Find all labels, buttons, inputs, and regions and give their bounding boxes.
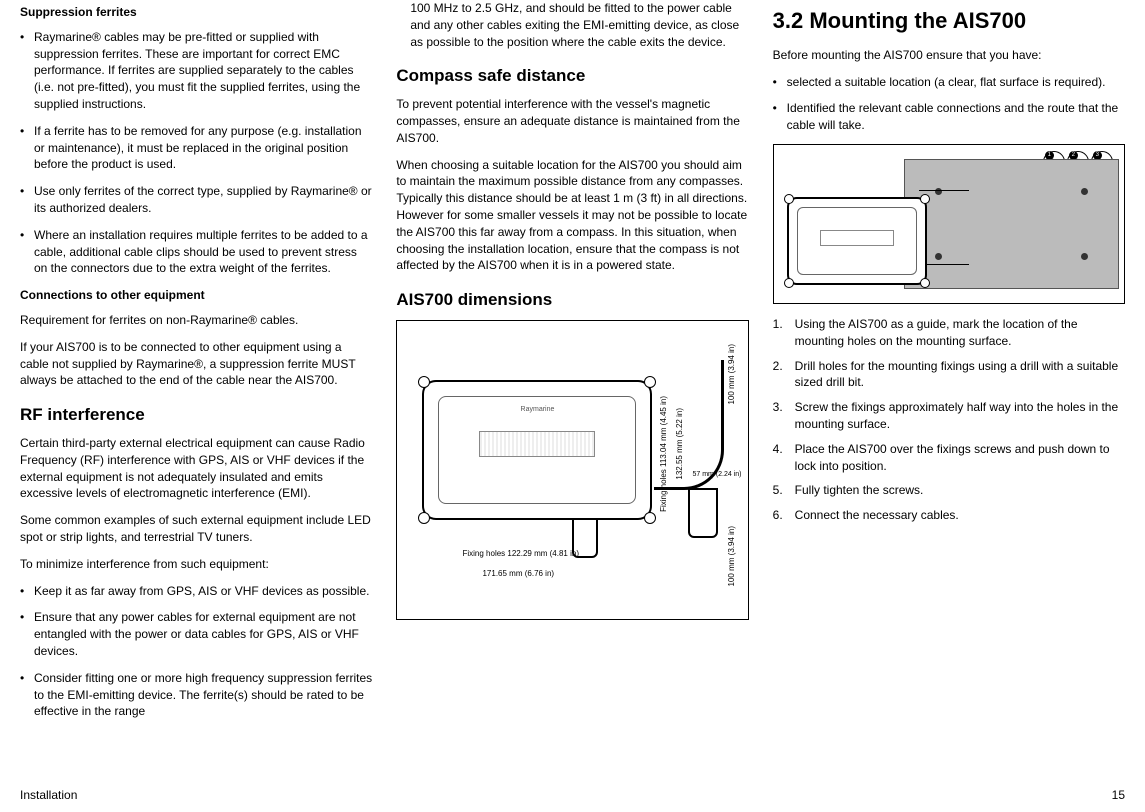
paragraph: Some common examples of such external eq… [20, 512, 372, 546]
figure-dimensions: Raymarine Fixing holes 122.29 mm (4.81 i… [396, 320, 748, 620]
wall-surface [904, 159, 1119, 289]
heading-compass: Compass safe distance [396, 64, 748, 88]
list-item: Screw the fixings approximately half way… [773, 399, 1125, 433]
device-screen [820, 230, 894, 246]
list-item: Fully tighten the screws. [773, 482, 1125, 499]
list-item: Identified the relevant cable connection… [773, 100, 1125, 134]
heading-dimensions: AIS700 dimensions [396, 288, 748, 312]
cable-connector-icon [688, 488, 718, 538]
wall-hole-icon [1081, 253, 1088, 260]
dim-label: 171.65 mm (6.76 in) [482, 568, 554, 579]
list-item: Use only ferrites of the correct type, s… [20, 183, 372, 217]
list-item: Consider fitting one or more high freque… [20, 670, 372, 720]
brand-label: Raymarine [439, 405, 635, 415]
mounting-diagram: 1✎ 2⚙ 3↓ [779, 149, 1119, 299]
list-item: Connect the necessary cables. [773, 507, 1125, 524]
list-item: Drill holes for the mounting fixings usi… [773, 358, 1125, 392]
footer-section: Installation [20, 787, 77, 804]
mount-hole-icon [784, 278, 794, 288]
device-outline [787, 197, 927, 285]
figure-mounting: 1✎ 2⚙ 3↓ [773, 144, 1125, 304]
dim-label: 100 mm (3.94 in) [726, 526, 737, 586]
page-footer: Installation 15 [20, 787, 1125, 804]
mount-hole-icon [920, 278, 930, 288]
list-suppression: Raymarine® cables may be pre-fitted or s… [20, 29, 372, 277]
wall-hole-icon [1081, 188, 1088, 195]
heading-rf-interference: RF interference [20, 403, 372, 427]
dim-label: 132.55 mm (5.22 in) [674, 408, 685, 480]
page-number: 15 [1112, 787, 1125, 804]
mount-hole-icon [920, 194, 930, 204]
mount-hole-icon [418, 376, 430, 388]
list-item: Place the AIS700 over the fixings screws… [773, 441, 1125, 475]
paragraph: When choosing a suitable location for th… [396, 157, 748, 275]
dim-label: Fixing holes 122.29 mm (4.81 in) [462, 548, 579, 559]
dim-label: 57 mm (2.24 in) [692, 470, 741, 480]
list-mounting-steps: Using the AIS700 as a guide, mark the lo… [773, 316, 1125, 524]
device-outline: Raymarine [422, 380, 652, 520]
list-item: selected a suitable location (a clear, f… [773, 74, 1125, 91]
list-rf: Keep it as far away from GPS, AIS or VHF… [20, 583, 372, 721]
screw-line-icon [919, 190, 969, 192]
list-item: Using the AIS700 as a guide, mark the lo… [773, 316, 1125, 350]
dim-label: Fixing holes 113.04 mm (4.45 in) [658, 396, 669, 512]
paragraph: If your AIS700 is to be connected to oth… [20, 339, 372, 389]
paragraph: To prevent potential interference with t… [396, 96, 748, 146]
mount-hole-icon [644, 512, 656, 524]
list-item: Ensure that any power cables for externa… [20, 609, 372, 659]
mount-hole-icon [784, 194, 794, 204]
device-screen [479, 431, 595, 457]
dim-label: 100 mm (3.94 in) [726, 344, 737, 404]
paragraph: To minimize interference from such equip… [20, 556, 372, 573]
list-item: Where an installation requires multiple … [20, 227, 372, 277]
paragraph: Certain third-party external electrical … [20, 435, 372, 502]
mount-hole-icon [418, 512, 430, 524]
list-mounting-prereq: selected a suitable location (a clear, f… [773, 74, 1125, 134]
column-2: 100 MHz to 2.5 GHz, and should be fitted… [396, 0, 748, 770]
list-item: Raymarine® cables may be pre-fitted or s… [20, 29, 372, 113]
device-inner [797, 207, 917, 275]
heading-connections: Connections to other equipment [20, 287, 372, 304]
column-1: Suppression ferrites Raymarine® cables m… [20, 0, 372, 770]
paragraph: Requirement for ferrites on non-Raymarin… [20, 312, 372, 329]
device-inner: Raymarine [438, 396, 636, 504]
column-3: 3.2 Mounting the AIS700 Before mounting … [773, 0, 1125, 770]
list-item: Keep it as far away from GPS, AIS or VHF… [20, 583, 372, 600]
paragraph: Before mounting the AIS700 ensure that y… [773, 47, 1125, 64]
heading-suppression-ferrites: Suppression ferrites [20, 4, 372, 21]
heading-mounting: 3.2 Mounting the AIS700 [773, 6, 1125, 37]
wall-hole-icon [935, 253, 942, 260]
paragraph-continuation: 100 MHz to 2.5 GHz, and should be fitted… [396, 0, 748, 50]
list-item: If a ferrite has to be removed for any p… [20, 123, 372, 173]
dimensions-diagram: Raymarine Fixing holes 122.29 mm (4.81 i… [402, 330, 742, 610]
